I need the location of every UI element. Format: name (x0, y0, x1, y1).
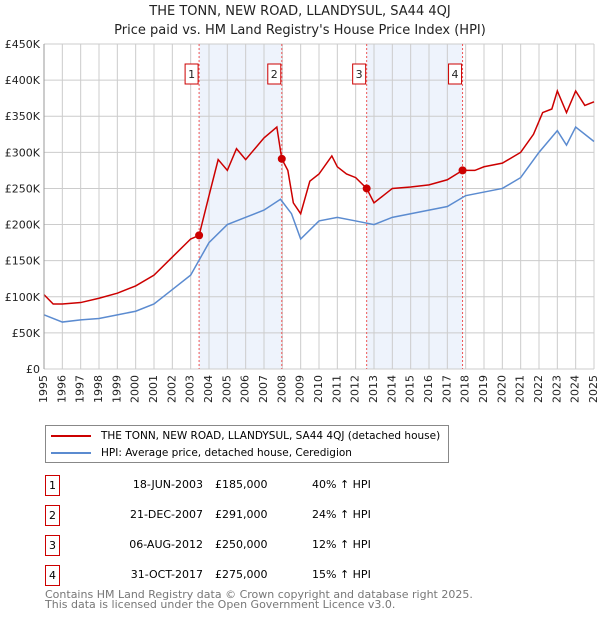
legend-swatch (51, 452, 91, 454)
cell-price: £291,000 (215, 508, 268, 521)
y-tick-label: £300K (5, 146, 41, 159)
cell-n: 4 (45, 565, 60, 586)
sale-label: 3 (356, 68, 363, 81)
cell-date: 31-OCT-2017 (130, 568, 203, 581)
sale-point (195, 231, 204, 240)
x-tick-label: 2000 (129, 375, 142, 403)
x-tick-label: 2011 (330, 375, 343, 403)
legend-label: HPI: Average price, detached house, Cere… (101, 447, 352, 459)
x-tick-label: 2003 (184, 375, 197, 403)
x-tick-label: 2021 (514, 375, 527, 403)
x-tick-label: 2005 (220, 375, 233, 403)
cell-n: 2 (45, 505, 60, 526)
x-tick-label: 2004 (202, 375, 215, 403)
subtitle: Price paid vs. HM Land Registry's House … (114, 23, 486, 38)
cell-hpi: 15% ↑ HPI (312, 568, 371, 581)
x-tick-label: 2010 (312, 375, 325, 403)
cell-hpi: 12% ↑ HPI (312, 538, 371, 551)
cell-price: £185,000 (215, 478, 268, 491)
y-tick-label: £350K (5, 110, 41, 123)
x-tick-label: 2025 (587, 375, 600, 403)
shaded-period (199, 44, 282, 369)
y-tick-label: £200K (5, 219, 41, 232)
sale-label: 2 (271, 68, 278, 81)
sales-table-row: 4 31-OCT-2017 £275,000 15% ↑ HPI (45, 565, 465, 587)
sale-point (458, 166, 467, 175)
title: THE TONN, NEW ROAD, LLANDYSUL, SA44 4QJ (149, 4, 451, 19)
x-tick-label: 2014 (385, 375, 398, 403)
legend-item-property: THE TONN, NEW ROAD, LLANDYSUL, SA44 4QJ … (51, 428, 440, 444)
x-tick-label: 2015 (404, 375, 417, 403)
sale-label-box (267, 63, 282, 85)
x-tick-label: 2017 (440, 375, 453, 403)
x-tick-label: 1995 (37, 375, 50, 403)
x-tick-label: 2008 (275, 375, 288, 403)
y-tick-label: £400K (5, 74, 41, 87)
x-tick-label: 1998 (92, 375, 105, 403)
x-tick-label: 2007 (257, 375, 270, 403)
sale-label-box (184, 63, 199, 85)
price-chart: 1995 1996 1997 1998 1999 2000 2001 2002 2003 2004… (5, 38, 600, 403)
sales-table-row: 3 06-AUG-2012 £250,000 12% ↑ HPI (45, 535, 465, 557)
series-line (43, 125, 595, 323)
footer: Contains HM Land Registry data © Crown c… (45, 588, 473, 611)
cell-hpi: 24% ↑ HPI (312, 508, 371, 521)
x-tick-label: 2022 (532, 375, 545, 403)
y-tick-label: £50K (12, 327, 41, 340)
y-tick-label: £250K (5, 182, 41, 195)
x-tick-label: 2020 (495, 375, 508, 403)
y-tick-label: £450K (5, 38, 41, 51)
sale-point (277, 154, 286, 163)
x-tick-label: 2023 (550, 375, 563, 403)
legend-label: THE TONN, NEW ROAD, LLANDYSUL, SA44 4QJ … (101, 430, 441, 442)
footer-line: Contains HM Land Registry data © Crown c… (45, 588, 473, 601)
x-tick-label: 2018 (459, 375, 472, 403)
cell-price: £275,000 (215, 568, 268, 581)
x-tick-label: 1996 (55, 375, 68, 403)
sale-point (362, 184, 371, 193)
footer-line: This data is licensed under the Open Gov… (45, 598, 396, 611)
x-tick-label: 2024 (569, 375, 582, 403)
cell-n: 1 (45, 475, 60, 496)
sales-table-row: 1 18-JUN-2003 £185,000 40% ↑ HPI (45, 475, 465, 497)
sale-label-box (448, 63, 463, 85)
sale-label: 1 (188, 68, 195, 81)
cell-date: 21-DEC-2007 (129, 508, 203, 521)
cell-price: £250,000 (215, 538, 268, 551)
cell-date: 18-JUN-2003 (132, 478, 203, 491)
y-tick-label: £150K (5, 255, 41, 268)
x-tick-label: 2019 (477, 375, 490, 403)
x-tick-label: 2001 (147, 375, 160, 403)
x-tick-label: 1997 (74, 375, 87, 403)
x-tick-label: 2006 (239, 375, 252, 403)
x-tick-label: 2016 (422, 375, 435, 403)
legend-swatch (51, 435, 91, 437)
sale-label-box (352, 63, 367, 85)
x-tick-label: 2009 (294, 375, 307, 403)
x-tick-label: 1999 (110, 375, 123, 403)
cell-date: 06-AUG-2012 (129, 538, 203, 551)
x-tick-label: 2012 (349, 375, 362, 403)
sales-table-row: 2 21-DEC-2007 £291,000 24% ↑ HPI (45, 505, 465, 527)
x-tick-label: 2013 (367, 375, 380, 403)
y-tick-label: £100K (5, 291, 41, 304)
cell-hpi: 40% ↑ HPI (312, 478, 371, 491)
chart-title: THE TONN, NEW ROAD, LLANDYSUL, SA44 4QJ … (0, 2, 600, 40)
series-line (43, 88, 595, 305)
legend-item-hpi: HPI: Average price, detached house, Cere… (51, 445, 352, 461)
x-tick-label: 2002 (165, 375, 178, 403)
sale-label: 4 (452, 68, 459, 81)
y-tick-label: £0 (26, 363, 40, 376)
cell-n: 3 (45, 535, 60, 556)
legend: THE TONN, NEW ROAD, LLANDYSUL, SA44 4QJ … (45, 425, 449, 463)
